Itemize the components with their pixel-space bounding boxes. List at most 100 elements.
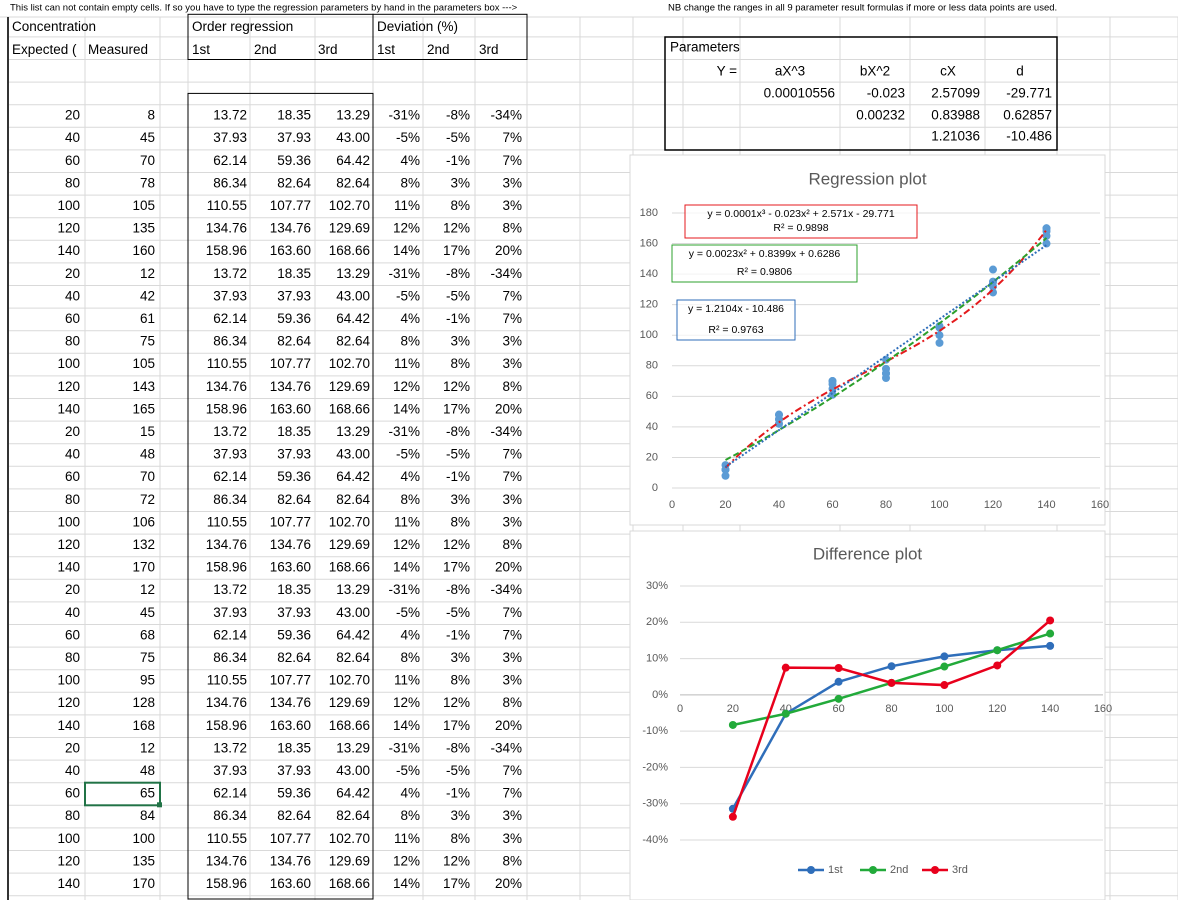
cell-text: 120 [57, 853, 80, 868]
cell-text: 12% [443, 695, 470, 710]
cell-text: 18.35 [277, 582, 311, 597]
cell-text: 42 [140, 288, 155, 303]
cell-text: 129.69 [329, 853, 370, 868]
trendline-r2: R² = 0.9806 [737, 266, 792, 278]
data-point [781, 663, 790, 672]
cell-text: 4% [400, 786, 420, 801]
cell-text: 107.77 [270, 831, 311, 846]
cell-text: 14% [393, 718, 420, 733]
cell-text: 62.14 [213, 311, 247, 326]
cell-text: 168.66 [329, 718, 370, 733]
trendline [724, 229, 1048, 469]
cell-text: 13.72 [213, 424, 247, 439]
cell-text: -5% [396, 763, 420, 778]
trendline-equation: y = 0.0023x² + 0.8399x + 0.6286 [689, 248, 841, 260]
cell-text: 48 [140, 763, 155, 778]
cell-text: 3% [502, 492, 522, 507]
chart-area [629, 530, 1106, 900]
cell-text: 37.93 [213, 130, 247, 145]
cell-text: 134.76 [270, 221, 311, 236]
cell-text: 134.76 [206, 221, 247, 236]
cell-text: 12% [443, 537, 470, 552]
parameter-value: 2.57099 [931, 86, 980, 101]
cell-text: 168 [132, 718, 155, 733]
cell-text: 135 [132, 221, 155, 236]
cell-text: 134.76 [206, 379, 247, 394]
cell-text: 140 [57, 401, 80, 416]
cell-text: 17% [443, 560, 470, 575]
cell-text: -8% [446, 582, 470, 597]
x-tick-label: 140 [1041, 703, 1059, 715]
parameter-value: 0.83988 [931, 108, 980, 123]
cell-text: 13.29 [336, 266, 370, 281]
cell-text: 7% [502, 605, 522, 620]
data-point [940, 662, 949, 671]
cell-text: 64.42 [336, 786, 370, 801]
y-tick-label: 80 [646, 360, 658, 372]
cell-text: 82.64 [336, 650, 370, 665]
data-point [887, 662, 896, 671]
cell-text: 86.34 [213, 334, 247, 349]
data-point [940, 652, 949, 661]
cell-text: 170 [132, 560, 155, 575]
data-point [1046, 616, 1055, 625]
cell-text: 102.70 [329, 673, 370, 688]
cell-text: 7% [502, 153, 522, 168]
column-header: Expected ( [12, 42, 77, 57]
cell-text: 12% [443, 853, 470, 868]
cell-text: 100 [57, 673, 80, 688]
cell-text: 20 [65, 740, 80, 755]
cell-text: 102.70 [329, 514, 370, 529]
cell-text: 8% [502, 853, 522, 868]
cell-text: 43.00 [336, 288, 370, 303]
cell-text: 72 [140, 492, 155, 507]
column-header: Measured [88, 42, 148, 57]
x-tick-label: 160 [1091, 499, 1109, 511]
cell-text: 163.60 [270, 243, 311, 258]
cell-text: 110.55 [207, 673, 247, 688]
cell-text: 80 [65, 175, 80, 190]
cell-text: 163.60 [270, 718, 311, 733]
x-tick-label: 120 [984, 499, 1002, 511]
parameter-value: -10.486 [1006, 129, 1052, 144]
cell-text: 86.34 [213, 650, 247, 665]
cell-text: -8% [446, 108, 470, 123]
cell-text: 82.64 [277, 175, 311, 190]
x-tick-label: 60 [833, 703, 845, 715]
column-header: 1st [377, 42, 395, 57]
cell-text: 170 [132, 876, 155, 891]
x-tick-label: 20 [719, 499, 731, 511]
cell-text: 102.70 [329, 198, 370, 213]
x-tick-label: 0 [669, 499, 675, 511]
cell-text: 163.60 [270, 401, 311, 416]
cell-text: 14% [393, 876, 420, 891]
cell-text: -5% [396, 605, 420, 620]
x-tick-label: 40 [773, 499, 785, 511]
cell-text: 13.72 [213, 740, 247, 755]
y-tick-label: 30% [646, 580, 668, 592]
cell-text: -5% [446, 763, 470, 778]
x-tick-label: 20 [727, 703, 739, 715]
cell-text: 82.64 [277, 650, 311, 665]
cell-text: 37.93 [213, 288, 247, 303]
cell-text: 100 [57, 831, 80, 846]
cell-text: -34% [490, 740, 522, 755]
header-border [372, 13, 528, 61]
cell-text: 84 [140, 808, 156, 823]
cell-text: 14% [393, 560, 420, 575]
cell-text: 14% [393, 401, 420, 416]
x-tick-label: 120 [988, 703, 1006, 715]
cell-text: 11% [394, 356, 420, 371]
cell-text: 168.66 [329, 560, 370, 575]
cell-text: 75 [140, 334, 155, 349]
cell-text: 64.42 [336, 627, 370, 642]
data-point [721, 471, 730, 480]
cell-text: -5% [446, 288, 470, 303]
data-point [1042, 224, 1051, 233]
cell-text: 11% [394, 831, 420, 846]
cell-text: 12% [443, 221, 470, 236]
cell-text: 134.76 [206, 537, 247, 552]
cell-text: 13.29 [336, 582, 370, 597]
cell-text: 12% [443, 379, 470, 394]
